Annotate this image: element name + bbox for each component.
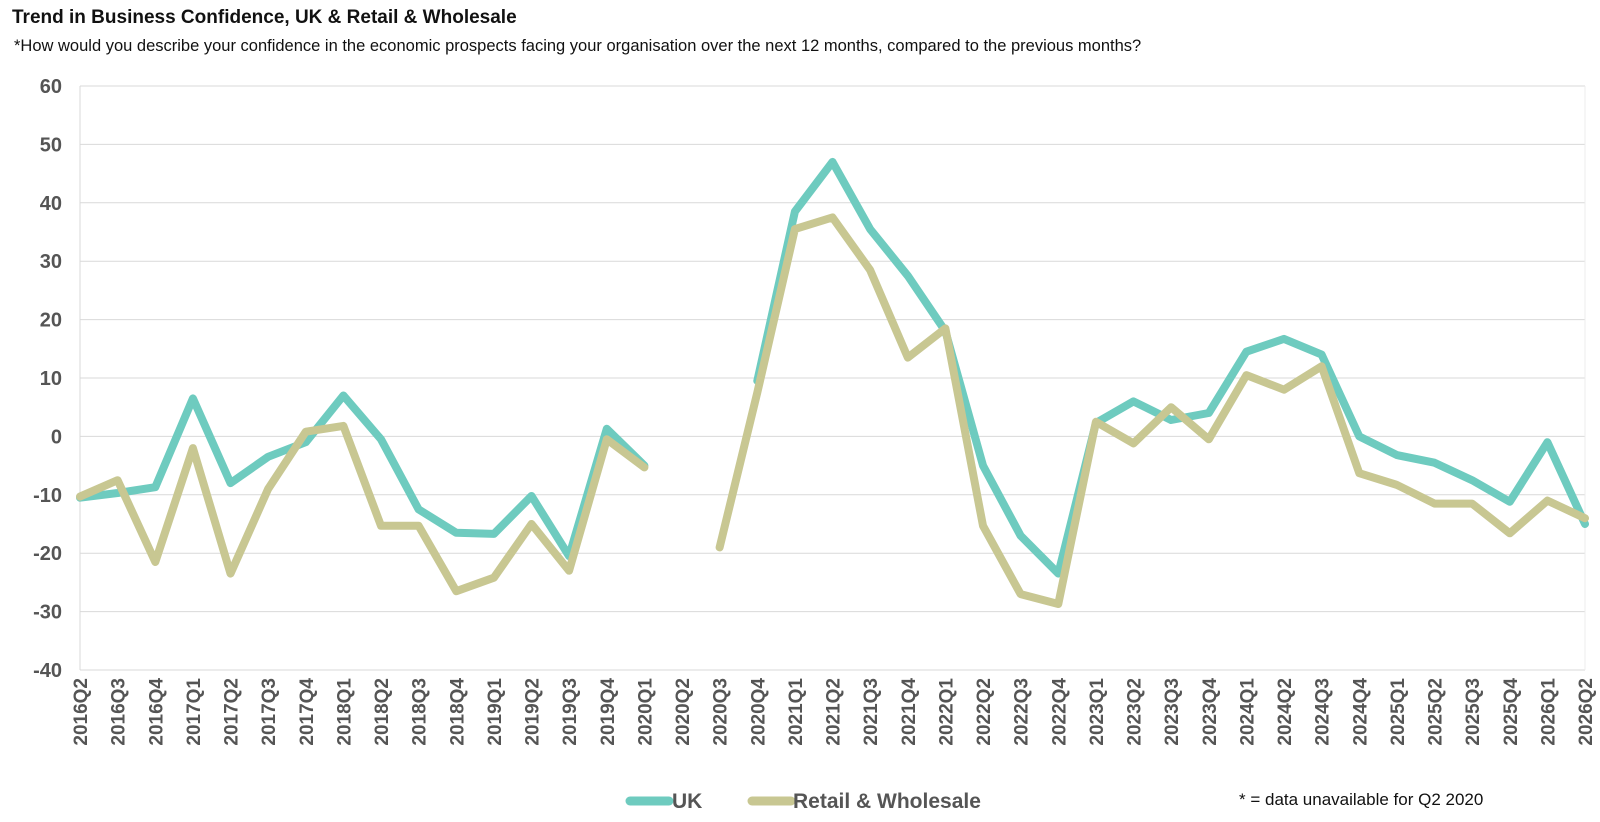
- x-tick-label: 2020Q4: [748, 678, 769, 746]
- x-tick-label: 2026Q2: [1576, 678, 1597, 746]
- grid-layer: [79, 85, 1586, 671]
- x-tick-label: 2025Q2: [1426, 678, 1447, 746]
- x-tick-label: 2024Q3: [1313, 678, 1334, 746]
- x-tick-label: 2018Q4: [447, 678, 468, 746]
- x-axis-labels: 2016Q2 2016Q3 2016Q4 2017Q1 2017Q2 2017Q3 2017…: [71, 678, 1597, 746]
- y-tick-label: 40: [40, 193, 62, 215]
- x-tick-label: 2017Q3: [259, 678, 280, 746]
- x-tick-label: 2019Q4: [598, 678, 619, 746]
- x-tick-label: 2019Q3: [560, 678, 581, 746]
- x-tick-label: 2019Q1: [485, 678, 506, 746]
- legend-label-uk: UK: [672, 790, 702, 813]
- x-tick-label: 2022Q1: [936, 678, 957, 746]
- x-tick-label: 2023Q2: [1125, 678, 1146, 746]
- x-tick-label: 2022Q3: [1012, 678, 1033, 746]
- y-tick-label: 10: [40, 368, 62, 390]
- x-tick-label: 2022Q2: [974, 678, 995, 746]
- x-tick-label: 2026Q1: [1538, 678, 1559, 746]
- series-line-uk: [76, 157, 1589, 578]
- x-tick-label: 2021Q3: [861, 678, 882, 746]
- x-tick-label: 2016Q2: [71, 678, 92, 746]
- legend: UK Retail & Wholesale: [625, 790, 981, 813]
- y-tick-label: 50: [40, 134, 62, 156]
- x-tick-label: 2016Q3: [109, 678, 130, 746]
- x-tick-label: 2025Q3: [1463, 678, 1484, 746]
- x-tick-label: 2024Q1: [1237, 678, 1258, 746]
- footnote: * = data unavailable for Q2 2020: [1239, 790, 1484, 809]
- chart-subtitle: *How would you describe your confidence …: [14, 37, 1142, 55]
- legend-label-retail-wholesale: Retail & Wholesale: [793, 790, 981, 813]
- x-tick-label: 2020Q3: [711, 678, 732, 746]
- y-tick-label: 0: [51, 426, 62, 448]
- x-tick-label: 2020Q2: [673, 678, 694, 746]
- x-tick-label: 2020Q1: [635, 678, 656, 746]
- x-tick-label: 2022Q4: [1049, 678, 1070, 746]
- y-tick-label: 60: [40, 76, 62, 98]
- x-tick-label: 2017Q2: [222, 678, 243, 746]
- x-tick-label: 2017Q1: [184, 678, 205, 746]
- y-axis-labels: 60 50 40 30 20 10 0 -10 -20 -30 -40: [33, 76, 62, 682]
- x-tick-label: 2024Q2: [1275, 678, 1296, 746]
- y-tick-label: -20: [33, 543, 62, 565]
- y-tick-label: 20: [40, 310, 62, 332]
- x-tick-label: 2023Q3: [1162, 678, 1183, 746]
- y-tick-label: -40: [33, 660, 62, 682]
- x-tick-label: 2021Q4: [899, 678, 920, 746]
- chart-title: Trend in Business Confidence, UK & Retai…: [12, 7, 517, 28]
- x-tick-label: 2025Q4: [1501, 678, 1522, 746]
- x-tick-label: 2023Q1: [1087, 678, 1108, 746]
- series-layer: [76, 157, 1589, 608]
- x-tick-label: 2018Q2: [372, 678, 393, 746]
- x-tick-label: 2016Q4: [146, 678, 167, 746]
- y-tick-label: 30: [40, 251, 62, 273]
- y-tick-label: -10: [33, 485, 62, 507]
- x-tick-label: 2021Q1: [786, 678, 807, 746]
- x-tick-label: 2023Q4: [1200, 678, 1221, 746]
- x-tick-label: 2024Q4: [1350, 678, 1371, 746]
- x-tick-label: 2018Q3: [410, 678, 431, 746]
- x-tick-label: 2025Q1: [1388, 678, 1409, 746]
- series-line-retail-wholesale: [76, 213, 1589, 608]
- x-tick-label: 2021Q2: [824, 678, 845, 746]
- y-tick-label: -30: [33, 602, 62, 624]
- x-tick-label: 2019Q2: [523, 678, 544, 746]
- x-tick-label: 2017Q4: [297, 678, 318, 746]
- x-tick-label: 2018Q1: [334, 678, 355, 746]
